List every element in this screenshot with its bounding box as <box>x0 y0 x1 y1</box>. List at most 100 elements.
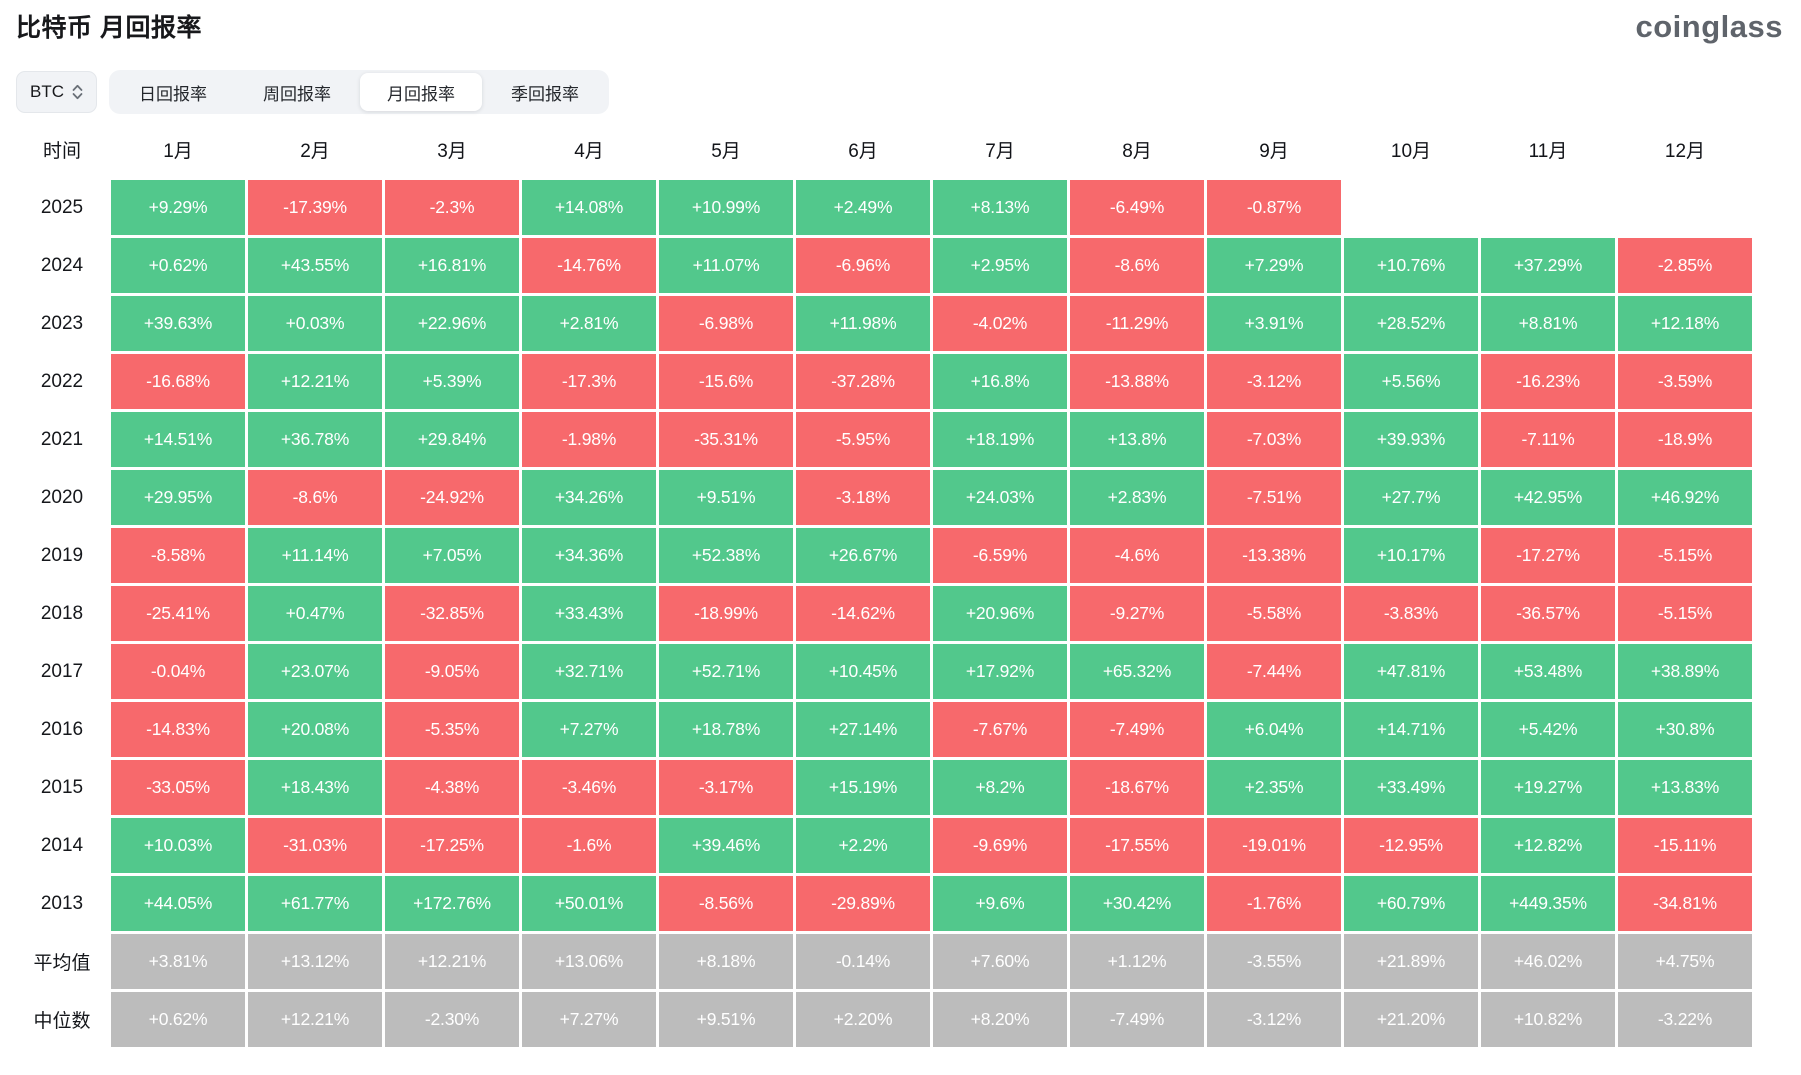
return-cell: -14.83% <box>111 702 245 757</box>
return-cell: -5.15% <box>1618 528 1752 583</box>
return-cell: +52.71% <box>659 644 793 699</box>
return-cell: +7.29% <box>1207 238 1341 293</box>
return-cell: -36.57% <box>1481 586 1615 641</box>
return-cell: -18.9% <box>1618 412 1752 467</box>
return-cell: +65.32% <box>1070 644 1204 699</box>
return-cell: -33.05% <box>111 760 245 815</box>
return-cell: +10.76% <box>1344 238 1478 293</box>
return-cell: +3.81% <box>111 934 245 989</box>
return-cell: -2.3% <box>385 180 519 235</box>
return-cell: -7.49% <box>1070 702 1204 757</box>
return-cell: +38.89% <box>1618 644 1752 699</box>
return-cell: +34.36% <box>522 528 656 583</box>
return-cell: -0.04% <box>111 644 245 699</box>
return-cell: -13.88% <box>1070 354 1204 409</box>
row-label: 平均值 <box>33 953 91 974</box>
month-column-header: 2月 <box>300 141 330 162</box>
return-cell: +29.95% <box>111 470 245 525</box>
return-cell: -2.30% <box>385 992 519 1047</box>
return-cell: +18.78% <box>659 702 793 757</box>
return-cell: +5.42% <box>1481 702 1615 757</box>
return-cell: -29.89% <box>796 876 930 931</box>
return-cell: +24.03% <box>933 470 1067 525</box>
return-cell: +12.21% <box>248 992 382 1047</box>
return-cell: +10.45% <box>796 644 930 699</box>
return-cell: -15.6% <box>659 354 793 409</box>
return-cell: +10.03% <box>111 818 245 873</box>
return-cell: +33.43% <box>522 586 656 641</box>
return-cell: +29.84% <box>385 412 519 467</box>
return-cell: -4.6% <box>1070 528 1204 583</box>
return-cell: -37.28% <box>796 354 930 409</box>
return-cell: +5.56% <box>1344 354 1478 409</box>
return-cell: -17.25% <box>385 818 519 873</box>
return-cell: -34.81% <box>1618 876 1752 931</box>
return-cell: -0.14% <box>796 934 930 989</box>
return-cell: -1.76% <box>1207 876 1341 931</box>
return-cell: +8.20% <box>933 992 1067 1047</box>
return-cell: +7.60% <box>933 934 1067 989</box>
return-cell: +20.08% <box>248 702 382 757</box>
return-cell: +26.67% <box>796 528 930 583</box>
return-cell: +28.52% <box>1344 296 1478 351</box>
return-cell: +42.95% <box>1481 470 1615 525</box>
tab-monthly-returns[interactable]: 月回报率 <box>360 73 482 111</box>
return-cell: -9.05% <box>385 644 519 699</box>
return-cell: -2.85% <box>1618 238 1752 293</box>
row-label: 中位数 <box>33 1011 91 1032</box>
empty-cell <box>1481 180 1615 235</box>
return-cell: +47.81% <box>1344 644 1478 699</box>
return-cell: -6.49% <box>1070 180 1204 235</box>
row-label: 2025 <box>40 196 84 218</box>
return-cell: +21.89% <box>1344 934 1478 989</box>
empty-cell <box>1618 180 1752 235</box>
return-cell: +9.6% <box>933 876 1067 931</box>
return-cell: +23.07% <box>248 644 382 699</box>
month-column-header: 3月 <box>437 141 467 162</box>
tab-daily-returns[interactable]: 日回报率 <box>139 84 207 104</box>
return-cell: +17.92% <box>933 644 1067 699</box>
return-cell: -32.85% <box>385 586 519 641</box>
return-cell: +22.96% <box>385 296 519 351</box>
row-label: 2016 <box>40 718 84 740</box>
return-cell: +13.06% <box>522 934 656 989</box>
coin-selector-value: BTC <box>30 82 64 101</box>
tab-quarterly-returns[interactable]: 季回报率 <box>511 84 579 104</box>
return-cell: +16.81% <box>385 238 519 293</box>
return-cell: +10.17% <box>1344 528 1478 583</box>
return-cell: +2.2% <box>796 818 930 873</box>
return-cell: +9.51% <box>659 992 793 1047</box>
return-cell: -18.99% <box>659 586 793 641</box>
top-bar: 比特币 月回报率 coinglass <box>0 0 1801 64</box>
return-cell: +0.62% <box>111 238 245 293</box>
return-cell: +11.98% <box>796 296 930 351</box>
return-cell: +7.05% <box>385 528 519 583</box>
return-cell: -13.38% <box>1207 528 1341 583</box>
return-cell: -17.39% <box>248 180 382 235</box>
return-cell: +12.21% <box>385 934 519 989</box>
return-cell: -14.76% <box>522 238 656 293</box>
return-cell: -4.38% <box>385 760 519 815</box>
return-cell: -11.29% <box>1070 296 1204 351</box>
return-cell: +12.21% <box>248 354 382 409</box>
return-cell: -17.55% <box>1070 818 1204 873</box>
month-column-header: 12月 <box>1664 141 1706 162</box>
return-cell: +60.79% <box>1344 876 1478 931</box>
tab-weekly-returns[interactable]: 周回报率 <box>263 84 331 104</box>
return-cell: +13.12% <box>248 934 382 989</box>
return-cell: -8.58% <box>111 528 245 583</box>
row-label: 2017 <box>40 660 84 682</box>
return-cell: -6.59% <box>933 528 1067 583</box>
return-cell: +8.2% <box>933 760 1067 815</box>
return-cell: +2.81% <box>522 296 656 351</box>
return-cell: -6.98% <box>659 296 793 351</box>
return-cell: -3.59% <box>1618 354 1752 409</box>
return-cell: -5.15% <box>1618 586 1752 641</box>
return-cell: +37.29% <box>1481 238 1615 293</box>
coin-selector[interactable]: BTC <box>16 71 97 113</box>
return-cell: -7.49% <box>1070 992 1204 1047</box>
return-cell: -14.62% <box>796 586 930 641</box>
return-cell: +53.48% <box>1481 644 1615 699</box>
return-cell: +12.82% <box>1481 818 1615 873</box>
return-cell: -1.98% <box>522 412 656 467</box>
